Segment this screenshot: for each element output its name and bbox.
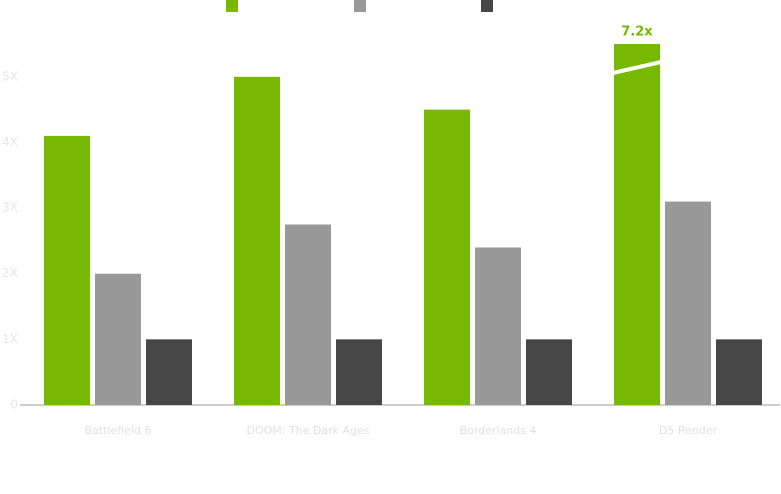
y-tick-label: 2X xyxy=(2,266,18,280)
bar xyxy=(614,44,660,405)
bar xyxy=(336,339,382,405)
y-tick-label: 4X xyxy=(2,135,18,149)
y-tick-label: 5X xyxy=(2,69,18,83)
axis-break xyxy=(612,60,662,75)
y-tick-label: 3X xyxy=(2,201,18,215)
legend-swatch xyxy=(481,0,493,12)
legend-swatch xyxy=(354,0,366,12)
bar xyxy=(285,224,331,405)
value-label: 7.2x xyxy=(621,25,653,40)
bar xyxy=(424,109,470,406)
bar xyxy=(475,247,521,405)
legend-swatch xyxy=(226,0,238,12)
x-tick-label: Battlefield 6 xyxy=(85,424,152,437)
x-tick-label: Borderlands 4 xyxy=(460,424,537,437)
x-tick-label: DOOM: The Dark Ages xyxy=(246,424,369,437)
bar xyxy=(146,339,192,405)
bar xyxy=(44,135,90,405)
y-tick-label: 1X xyxy=(2,332,18,346)
plot-area xyxy=(44,44,762,406)
x-tick-label: D5 Render xyxy=(659,424,718,437)
bar xyxy=(716,339,762,405)
bar xyxy=(95,273,141,405)
bar xyxy=(234,76,280,406)
y-tick-label: 0 xyxy=(10,398,18,412)
bar xyxy=(526,339,572,405)
bar xyxy=(665,201,711,405)
